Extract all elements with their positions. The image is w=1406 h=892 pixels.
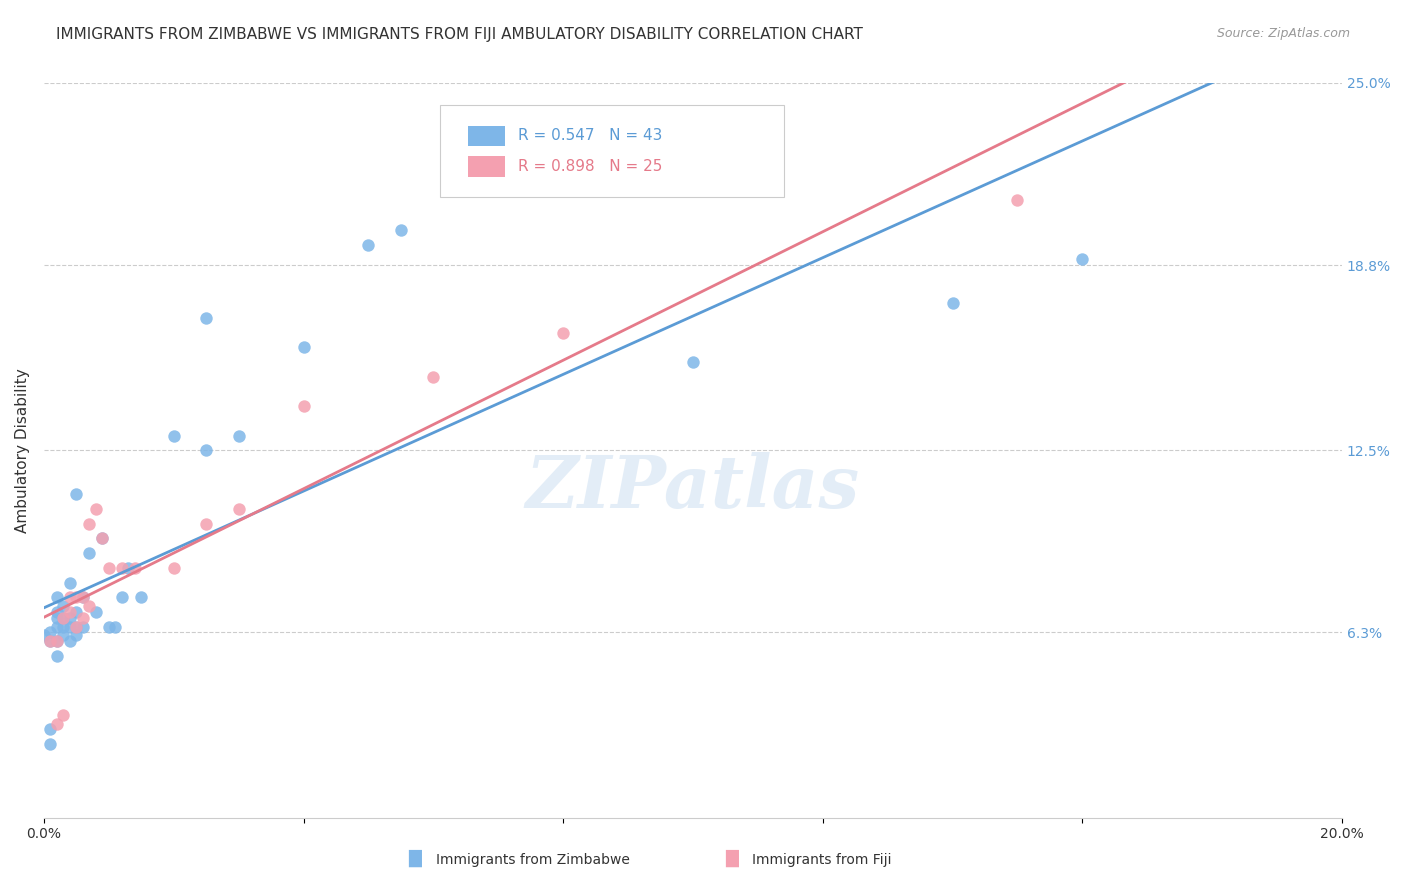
Point bbox=[39, 737, 62, 751]
Text: Source: ZipAtlas.com: Source: ZipAtlas.com bbox=[1216, 27, 1350, 40]
Point bbox=[45, 591, 67, 605]
Point bbox=[45, 634, 67, 648]
Point bbox=[942, 296, 965, 310]
Point bbox=[97, 561, 120, 575]
Point bbox=[124, 561, 146, 575]
Text: R = 0.898   N = 25: R = 0.898 N = 25 bbox=[517, 159, 662, 174]
Point bbox=[228, 428, 250, 442]
Point bbox=[65, 628, 87, 642]
Point bbox=[195, 516, 218, 531]
Point bbox=[422, 369, 444, 384]
Point bbox=[59, 575, 82, 590]
Point bbox=[59, 611, 82, 625]
Point bbox=[117, 561, 139, 575]
Point bbox=[52, 611, 75, 625]
Point bbox=[91, 532, 114, 546]
Point bbox=[39, 625, 62, 640]
Text: IMMIGRANTS FROM ZIMBABWE VS IMMIGRANTS FROM FIJI AMBULATORY DISABILITY CORRELATI: IMMIGRANTS FROM ZIMBABWE VS IMMIGRANTS F… bbox=[56, 27, 863, 42]
Point bbox=[39, 723, 62, 737]
Point bbox=[59, 605, 82, 619]
Point bbox=[45, 716, 67, 731]
Point bbox=[45, 619, 67, 633]
Point bbox=[91, 532, 114, 546]
Text: Immigrants from Fiji: Immigrants from Fiji bbox=[752, 853, 891, 867]
Point bbox=[52, 707, 75, 722]
Point bbox=[52, 599, 75, 613]
Point bbox=[72, 611, 94, 625]
Point bbox=[1007, 194, 1029, 208]
Point bbox=[39, 634, 62, 648]
Text: Immigrants from Zimbabwe: Immigrants from Zimbabwe bbox=[436, 853, 630, 867]
Point bbox=[79, 599, 101, 613]
Point bbox=[79, 516, 101, 531]
FancyBboxPatch shape bbox=[440, 105, 783, 197]
Point bbox=[65, 591, 87, 605]
Point bbox=[357, 237, 380, 252]
Point bbox=[45, 605, 67, 619]
Point bbox=[1071, 252, 1094, 267]
Point bbox=[52, 619, 75, 633]
Text: ZIPatlas: ZIPatlas bbox=[526, 451, 860, 523]
Point bbox=[45, 634, 67, 648]
Point bbox=[84, 502, 107, 516]
Point bbox=[65, 619, 87, 633]
Point bbox=[32, 628, 55, 642]
Point bbox=[228, 502, 250, 516]
Point bbox=[553, 326, 575, 340]
Point bbox=[292, 340, 315, 354]
Text: █: █ bbox=[724, 849, 738, 867]
Point bbox=[79, 546, 101, 560]
Point bbox=[39, 634, 62, 648]
Point bbox=[163, 428, 186, 442]
Point bbox=[45, 611, 67, 625]
Point bbox=[104, 619, 127, 633]
Point bbox=[111, 591, 134, 605]
Text: R = 0.547   N = 43: R = 0.547 N = 43 bbox=[517, 128, 662, 144]
Point bbox=[59, 591, 82, 605]
Point bbox=[65, 619, 87, 633]
Point bbox=[65, 487, 87, 501]
Point bbox=[129, 591, 152, 605]
Point bbox=[195, 311, 218, 326]
Point bbox=[97, 619, 120, 633]
Point bbox=[84, 605, 107, 619]
Point bbox=[292, 399, 315, 413]
Point bbox=[111, 561, 134, 575]
Bar bbox=[468, 126, 505, 146]
Point bbox=[682, 355, 704, 369]
Bar bbox=[468, 156, 505, 177]
Y-axis label: Ambulatory Disability: Ambulatory Disability bbox=[15, 368, 30, 533]
Point bbox=[59, 619, 82, 633]
Point bbox=[59, 634, 82, 648]
Point bbox=[52, 611, 75, 625]
Point bbox=[72, 591, 94, 605]
Point bbox=[72, 591, 94, 605]
Point bbox=[52, 628, 75, 642]
Point bbox=[163, 561, 186, 575]
Point bbox=[45, 648, 67, 663]
Point bbox=[389, 223, 412, 237]
Point bbox=[72, 619, 94, 633]
Point bbox=[195, 443, 218, 458]
Text: █: █ bbox=[408, 849, 422, 867]
Point bbox=[65, 605, 87, 619]
